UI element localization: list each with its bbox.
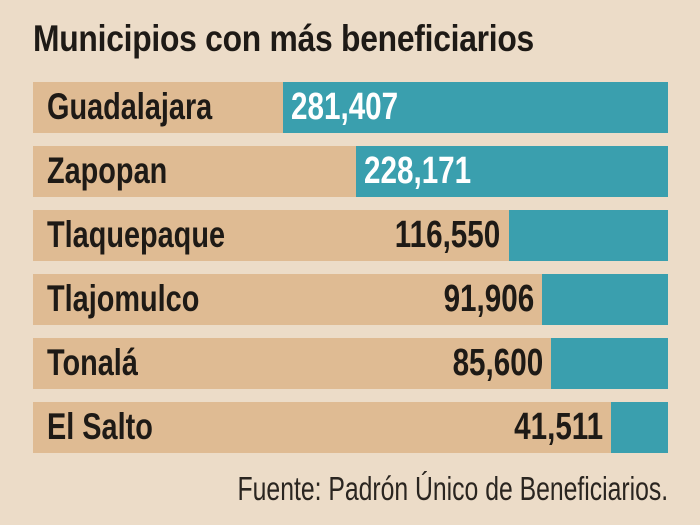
category-label: Guadalajara — [47, 86, 213, 127]
category-label: Tlajomulco — [47, 278, 200, 319]
bar-row: Guadalajara 281,407 — [33, 82, 668, 133]
bar-row: Tonalá 85,600 — [33, 338, 668, 389]
category-label: Tlaquepaque — [47, 214, 225, 255]
value-label: 41,511 — [514, 406, 604, 448]
bar-row: El Salto 41,511 — [33, 402, 668, 453]
bar — [508, 210, 668, 261]
value-label: 116,550 — [395, 214, 501, 256]
bar-row: Zapopan 228,171 — [33, 146, 668, 197]
value-label: 228,171 — [363, 150, 471, 192]
chart-source: Fuente: Padrón Único de Beneficiarios. — [237, 470, 668, 507]
bar-row: Tlajomulco 91,906 — [33, 274, 668, 325]
bar — [542, 274, 668, 325]
bar — [283, 82, 668, 133]
value-label: 85,600 — [452, 342, 543, 384]
bar-row: Tlaquepaque 116,550 — [33, 210, 668, 261]
category-label: Tonalá — [47, 342, 138, 383]
bar — [550, 338, 668, 389]
category-label: Zapopan — [47, 150, 168, 191]
category-label: El Salto — [47, 406, 153, 447]
bar — [611, 402, 668, 453]
value-label: 281,407 — [291, 86, 399, 128]
chart-title: Municipios con más beneficiarios — [33, 18, 534, 59]
value-label: 91,906 — [443, 278, 535, 320]
bar — [355, 146, 668, 197]
